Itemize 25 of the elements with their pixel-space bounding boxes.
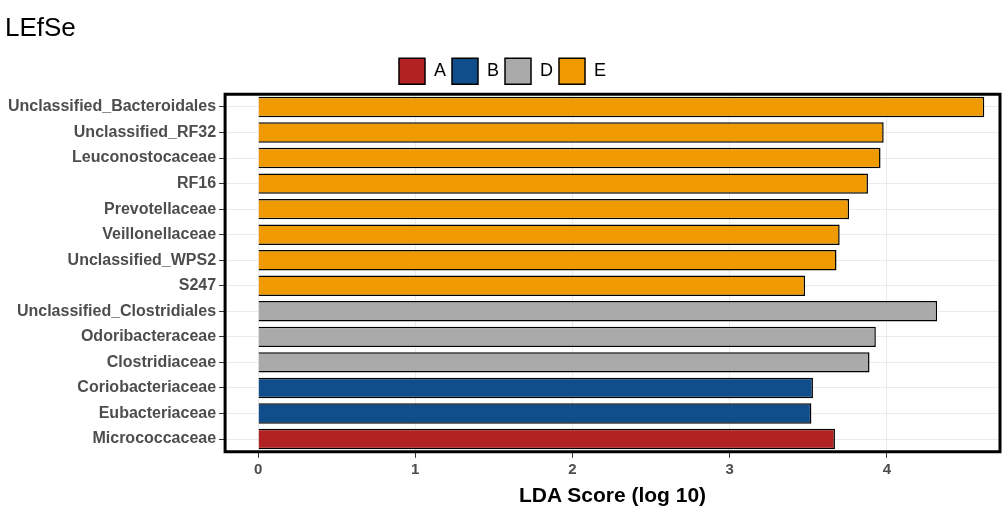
y-tick-label: Odoribacteraceae	[80, 327, 217, 345]
y-tick-label: Leuconostocaceae	[72, 148, 217, 166]
x-tick-label: 3	[725, 459, 734, 477]
x-tick-label: 4	[882, 459, 892, 477]
x-axis-title: LDA Score (log 10)	[519, 483, 707, 507]
y-tick-label: RF16	[176, 174, 217, 192]
y-tick-label: Coriobacteriaceae	[77, 378, 217, 396]
chart-title: LEfSe	[5, 11, 76, 42]
y-tick-label: Unclassified_WPS2	[67, 250, 217, 268]
x-tick-label: 1	[411, 459, 420, 477]
legend-label: A	[433, 60, 447, 81]
y-tick-label: Clostridiaceae	[106, 352, 217, 370]
legend-label: D	[540, 60, 553, 81]
y-tick-label: Prevotellaceae	[104, 199, 217, 217]
x-tick-label: 2	[568, 459, 577, 477]
y-tick-label: Micrococcaceae	[92, 429, 217, 447]
y-tick-label: S247	[178, 276, 217, 294]
x-tick-label: 0	[253, 459, 263, 477]
legend-label: E	[594, 60, 607, 81]
y-tick-label: Veillonellaceae	[102, 225, 217, 243]
y-tick-label: Eubacteriaceae	[98, 403, 217, 421]
y-tick-label: Unclassified_Bacteroidales	[8, 97, 217, 115]
y-tick-label: Unclassified_Clostridiales	[16, 301, 217, 319]
y-tick-label: Unclassified_RF32	[73, 122, 217, 140]
legend-label: B	[487, 60, 500, 81]
